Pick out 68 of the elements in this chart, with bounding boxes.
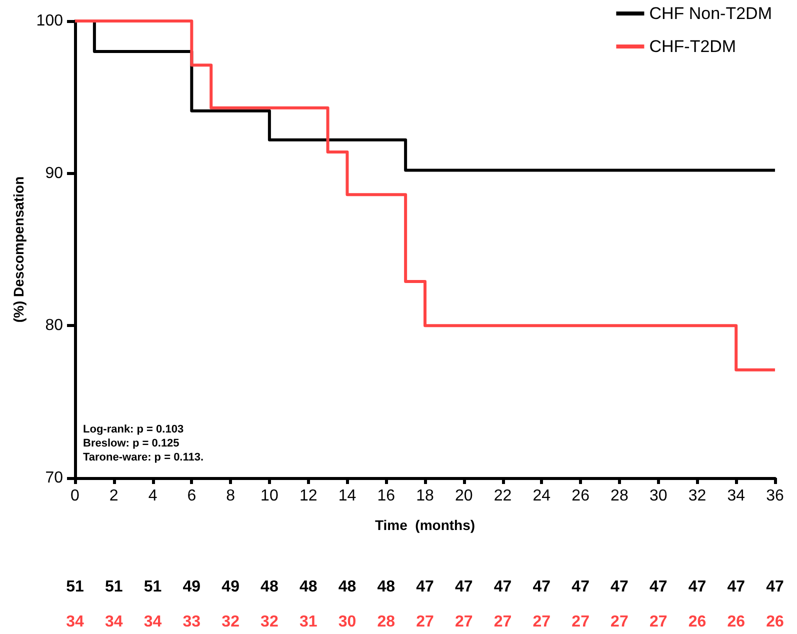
text: 32 bbox=[222, 614, 240, 630]
y-axis-title: (%) Descompensation bbox=[10, 176, 26, 323]
text: 28 bbox=[377, 614, 396, 630]
x-tick-label: 28 bbox=[610, 488, 628, 504]
annotation: Log-rank: p = 0.103 bbox=[83, 424, 184, 436]
text: 27 bbox=[454, 614, 473, 630]
text: 30 bbox=[338, 614, 356, 630]
text: 27 bbox=[572, 614, 590, 630]
text: 47 bbox=[727, 578, 746, 596]
text: 34 bbox=[104, 614, 123, 630]
x-tick-label: 0 bbox=[70, 488, 80, 504]
text: 49 bbox=[222, 578, 240, 596]
text: 26 bbox=[727, 614, 746, 630]
x-tick-label: 4 bbox=[148, 488, 158, 504]
text: 26 bbox=[766, 614, 784, 630]
x-tick-label: 10 bbox=[260, 488, 278, 504]
y-tick-label: 100 bbox=[36, 12, 64, 30]
x-tick-label: 20 bbox=[454, 488, 473, 504]
y-tick-label: 90 bbox=[45, 164, 64, 182]
x-tick-label: 18 bbox=[416, 488, 434, 504]
text: 34 bbox=[144, 614, 162, 630]
x-tick-label: 12 bbox=[299, 488, 318, 504]
legend-label: CHF-T2DM bbox=[649, 37, 736, 56]
x-tick-label: 36 bbox=[766, 488, 784, 504]
text: 47 bbox=[649, 578, 668, 596]
text: 47 bbox=[416, 578, 434, 596]
x-tick-label: 6 bbox=[187, 488, 196, 504]
text: 33 bbox=[182, 614, 201, 630]
text: 32 bbox=[260, 614, 278, 630]
x-axis-title: Time (months) bbox=[374, 517, 476, 533]
text: 34 bbox=[66, 614, 84, 630]
text: 26 bbox=[688, 614, 706, 630]
text: 48 bbox=[299, 578, 318, 596]
text: 48 bbox=[260, 578, 278, 596]
text: 47 bbox=[688, 578, 706, 596]
text: 48 bbox=[377, 578, 396, 596]
text: 31 bbox=[299, 614, 318, 630]
y-tick-label: 70 bbox=[45, 470, 64, 486]
text: 27 bbox=[494, 614, 512, 630]
text: 47 bbox=[532, 578, 551, 596]
x-tick-label: 34 bbox=[727, 488, 746, 504]
text: 47 bbox=[572, 578, 590, 596]
x-tick-label: 8 bbox=[226, 488, 236, 504]
text: 27 bbox=[610, 614, 628, 630]
text: 49 bbox=[182, 578, 201, 596]
x-tick-label: 2 bbox=[109, 488, 118, 504]
x-tick-label: 24 bbox=[532, 488, 551, 504]
x-tick-label: 30 bbox=[649, 488, 668, 504]
text: 48 bbox=[338, 578, 356, 596]
x-tick-label: 26 bbox=[572, 488, 590, 504]
x-tick-label: 14 bbox=[338, 488, 356, 504]
text: 47 bbox=[454, 578, 473, 596]
text: 47 bbox=[610, 578, 628, 596]
legend-label: CHF Non-T2DM bbox=[649, 4, 772, 23]
text: 51 bbox=[104, 578, 123, 596]
y-tick-label: 80 bbox=[45, 317, 64, 334]
annotation: Breslow: p = 0.125 bbox=[83, 438, 180, 450]
x-tick-label: 32 bbox=[688, 488, 706, 504]
text: 27 bbox=[416, 614, 434, 630]
annotation: Tarone-ware: p = 0.113. bbox=[83, 452, 204, 464]
text: 47 bbox=[494, 578, 512, 596]
x-tick-label: 22 bbox=[494, 488, 512, 504]
text: 51 bbox=[66, 578, 84, 596]
text: 27 bbox=[649, 614, 668, 630]
text: 51 bbox=[144, 578, 162, 596]
text: 47 bbox=[766, 578, 784, 596]
text: 27 bbox=[532, 614, 551, 630]
x-tick-label: 16 bbox=[377, 488, 396, 504]
